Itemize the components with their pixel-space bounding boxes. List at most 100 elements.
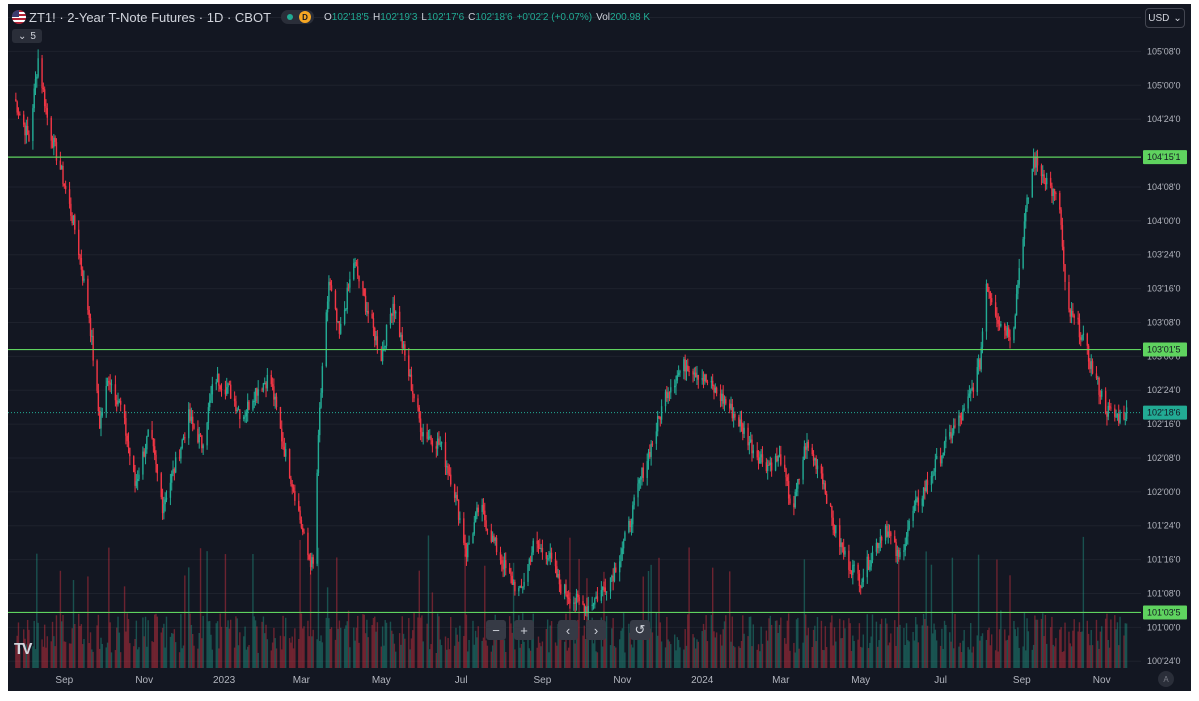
candle-body [913, 505, 916, 511]
zoom-out-button[interactable]: − [486, 620, 506, 640]
candle [495, 535, 498, 556]
candle [1089, 358, 1091, 373]
chevron-down-icon: ⌄ [18, 30, 27, 42]
candle [798, 478, 800, 485]
candle [523, 572, 525, 590]
volume-bar [713, 631, 715, 668]
candle-body [798, 479, 800, 481]
volume-bar [784, 637, 786, 668]
volume-bar [300, 613, 303, 668]
volume-bar [338, 620, 341, 668]
candle-body [96, 360, 98, 391]
candle-body [312, 557, 314, 564]
volume-bar [1051, 616, 1053, 668]
candle [189, 403, 191, 423]
candle [143, 448, 145, 458]
candle [867, 553, 870, 571]
volume-bar [1091, 645, 1094, 668]
volume-bar [227, 620, 229, 668]
volume-bar [61, 621, 63, 668]
candle [16, 100, 18, 116]
candle-body [518, 588, 520, 592]
price-tick-label: 103'16'0 [1147, 284, 1180, 294]
price-axis[interactable]: 105'16'0105'08'0105'00'0104'24'0104'08'0… [1141, 4, 1191, 668]
volume-bar [169, 636, 172, 668]
candle-body [236, 410, 238, 412]
volume-bar [252, 554, 254, 668]
volume-bar [282, 615, 284, 668]
candle-body [328, 281, 330, 302]
volume-bar [650, 564, 652, 668]
candle [685, 359, 688, 381]
candle-body [802, 459, 804, 480]
candle [815, 455, 817, 474]
collapse-indicators-button[interactable]: ⌄ 5 [12, 29, 42, 43]
candle [28, 130, 30, 143]
volume-bar [87, 576, 89, 668]
candle [279, 406, 282, 429]
volume-bar [887, 645, 889, 668]
volume-bar [548, 652, 550, 668]
candle [336, 307, 338, 331]
volume-bar [611, 628, 613, 668]
volume-bar [274, 638, 276, 668]
candle-body [831, 505, 833, 518]
volume-bar [848, 618, 850, 668]
candle [61, 164, 63, 170]
candle-body [184, 437, 186, 439]
volume-bar [422, 641, 424, 668]
volume-bar [751, 646, 753, 668]
candle [814, 457, 816, 466]
auto-scale-icon[interactable]: A [1158, 671, 1174, 687]
volume-bar [389, 621, 392, 668]
tradingview-logo-icon[interactable]: TV [14, 641, 33, 658]
candle [766, 459, 769, 480]
candle-body [620, 554, 622, 562]
candle-body [824, 483, 827, 494]
symbol-title[interactable]: ZT1! · 2-Year T-Note Futures · 1D · CBOT [29, 9, 272, 25]
price-tick-label: 104'08'0 [1147, 182, 1180, 192]
candle [831, 505, 833, 526]
candle-body [114, 384, 117, 401]
zoom-in-button[interactable]: + [514, 620, 534, 640]
volume-bar [505, 651, 507, 668]
volume-bar [621, 628, 624, 668]
candle [632, 501, 634, 533]
candle [228, 380, 231, 386]
scroll-right-button[interactable]: › [586, 620, 606, 640]
candle-body [135, 481, 138, 486]
volume-bar [376, 622, 379, 668]
price-highlight-box [1143, 342, 1187, 357]
candle [511, 571, 513, 585]
volume-bar [271, 642, 274, 668]
scroll-left-button[interactable]: ‹ [558, 620, 578, 640]
volume-bar [997, 651, 999, 668]
volume-bar [64, 641, 67, 668]
price-chart[interactable] [8, 4, 1141, 668]
candle [402, 341, 405, 350]
market-status[interactable]: D [281, 10, 315, 24]
currency-select[interactable]: USD ⌄ [1145, 8, 1185, 28]
time-axis[interactable]: Sep Nov 2023 Mar May Jul Sep Nov 2024 Mar May Jul Se… [8, 668, 1141, 691]
candle-body [1006, 327, 1009, 336]
close-label: C [468, 11, 476, 23]
candle [1114, 404, 1116, 422]
candle-body [960, 417, 963, 420]
candle [786, 474, 789, 487]
candle-body [1061, 225, 1064, 247]
candle [358, 275, 360, 289]
candle-body [273, 386, 275, 400]
candle-body [959, 415, 961, 418]
candle [283, 437, 286, 457]
candle [960, 412, 963, 425]
candle [178, 449, 181, 462]
volume-bar [1069, 643, 1071, 668]
volume-bar [26, 619, 29, 668]
candle-body [346, 287, 348, 310]
candle [284, 442, 287, 462]
candle [243, 414, 245, 422]
candle-body [670, 387, 672, 393]
candle-body [1098, 377, 1100, 395]
reset-chart-button[interactable]: ↺ [630, 620, 650, 640]
candle-body [870, 560, 872, 567]
